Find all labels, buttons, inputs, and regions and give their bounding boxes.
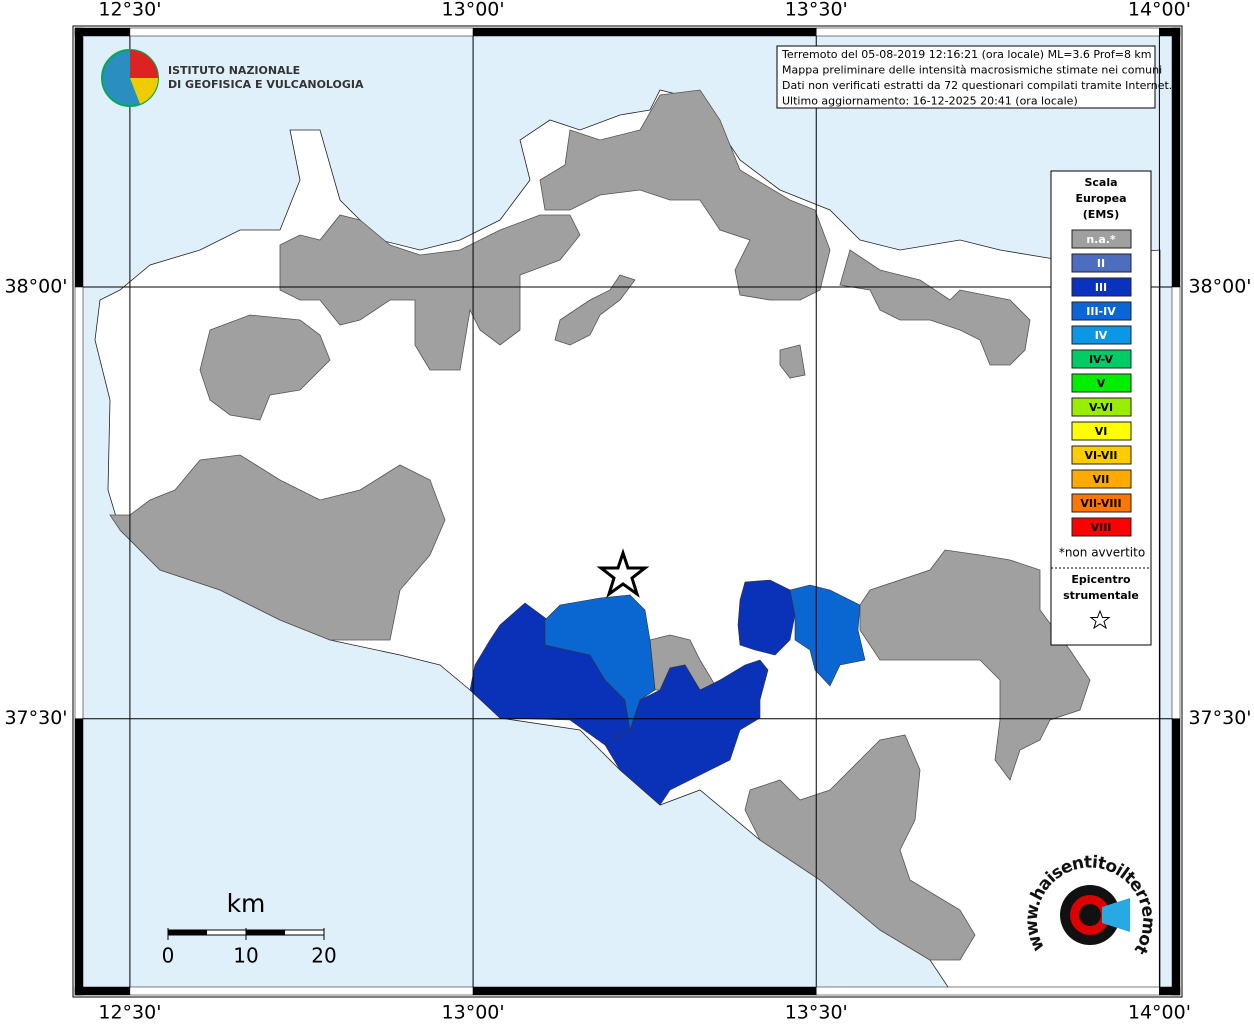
municipality-iii-iv [544,594,656,731]
lat-label: 38°00' [4,276,67,298]
frame-band [1171,718,1181,996]
logo-segment [130,50,158,78]
frame-band [815,986,1160,996]
lat-label: 37°30' [4,707,67,729]
scale-bar: km 0 10 20 [162,889,337,968]
frame-band [1171,286,1181,719]
lat-label: 37°30' [1188,707,1251,729]
legend-swatch [1071,277,1132,297]
legend-label: VI-VII [1084,449,1117,462]
info-line: Ultimo aggiornamento: 16-12-2025 20:41 (… [782,95,1078,108]
municipality [839,249,1031,366]
municipality [279,214,581,371]
lon-label: 12°30' [98,0,161,21]
legend-swatch [1071,349,1132,369]
frame-band [472,986,817,996]
scale-label: 0 [162,944,175,968]
scale-label: 10 [233,944,258,968]
scale-title: km [227,889,266,918]
logo-segment [130,78,158,104]
frame-band [129,27,474,37]
legend-label: VII-VIII [1080,497,1121,510]
municipality-iii [604,659,769,806]
ingv-logo: ISTITUTO NAZIONALE DI GEOFISICA E VULCAN… [101,49,364,107]
lon-label: 14°00' [1128,1002,1191,1024]
legend-label: V-VI [1089,401,1113,414]
frame-band [815,27,1160,37]
legend: ScalaEuropea(EMS)n.a.*IIIIIIII-IVIVIV-VV… [1050,170,1152,646]
legend-epicenter: strumentale [1063,589,1139,602]
epicenter-star [596,548,650,598]
lon-label: 13°00' [442,0,505,21]
legend-title: Scala [1084,176,1117,189]
info-frame [776,45,1156,109]
legend-label: IV-V [1089,353,1114,366]
legend-swatch [1071,493,1132,513]
frame-band [472,27,817,37]
frame-band [129,986,474,996]
legend-label: VII [1093,473,1110,486]
frame-band [74,718,84,996]
legend-title: Europea [1075,192,1126,205]
info-box: Terremoto del 05-08-2019 12:16:21 (ora l… [776,45,1172,109]
scale-bar-segment [246,930,285,935]
info-line: Terremoto del 05-08-2019 12:16:21 (ora l… [781,48,1152,61]
legend-swatch [1071,469,1132,489]
municipality [744,734,976,961]
legend-label: III [1095,281,1107,294]
frame-outline [72,25,1183,998]
land-layer [94,89,1161,991]
frame [72,25,1183,998]
legend-note: *non avvertito [1059,546,1145,560]
legend-swatch [1071,421,1132,441]
info-line: Dati non verificati estratti da 72 quest… [782,79,1172,92]
frame-band [1171,27,1181,288]
municipality [859,549,1091,781]
lat-label: 38°00' [1188,276,1251,298]
legend-swatch [1071,229,1132,249]
legend-swatch [1071,253,1132,273]
megaphone [1102,898,1130,932]
lon-label: 13°30' [785,1002,848,1024]
legend-swatch [1071,397,1132,417]
legend-swatch [1071,301,1132,321]
frame-band [74,27,84,288]
municipality [109,454,446,641]
legend-swatch [1071,325,1132,345]
legend-epicenter: Epicentro [1071,573,1131,586]
legend-label: VIII [1091,521,1112,534]
legend-swatch [1071,373,1132,393]
lon-label: 12°30' [98,1002,161,1024]
legend-title: (EMS) [1083,208,1119,221]
legend-label: III-IV [1086,305,1116,318]
municipality [554,274,636,346]
logo-text: DI GEOFISICA E VULCANOLOGIA [168,78,364,91]
target [1079,904,1101,926]
lon-label: 14°00' [1128,0,1191,21]
frame-band [74,286,84,719]
logo-text: ISTITUTO NAZIONALE [168,64,300,77]
municipality [779,344,806,379]
legend-label: n.a.* [1086,233,1116,246]
lon-label: 13°00' [442,1002,505,1024]
legend-label: II [1097,257,1105,270]
info-line: Mappa preliminare delle intensità macros… [782,64,1162,77]
scale-bar-segment [168,930,207,935]
legend-swatch [1071,517,1132,537]
municipality-iii-iv [789,584,866,687]
legend-label: VI [1095,425,1108,438]
municipality [539,89,831,301]
legend-label: IV [1095,329,1108,342]
municipality [199,314,331,421]
municipality-iii [737,579,796,656]
graticule [75,28,1180,995]
lon-label: 13°30' [785,0,848,21]
legend-star [1089,609,1111,630]
legend-label: V [1097,377,1106,390]
legend-swatch [1071,445,1132,465]
scale-label: 20 [311,944,336,968]
